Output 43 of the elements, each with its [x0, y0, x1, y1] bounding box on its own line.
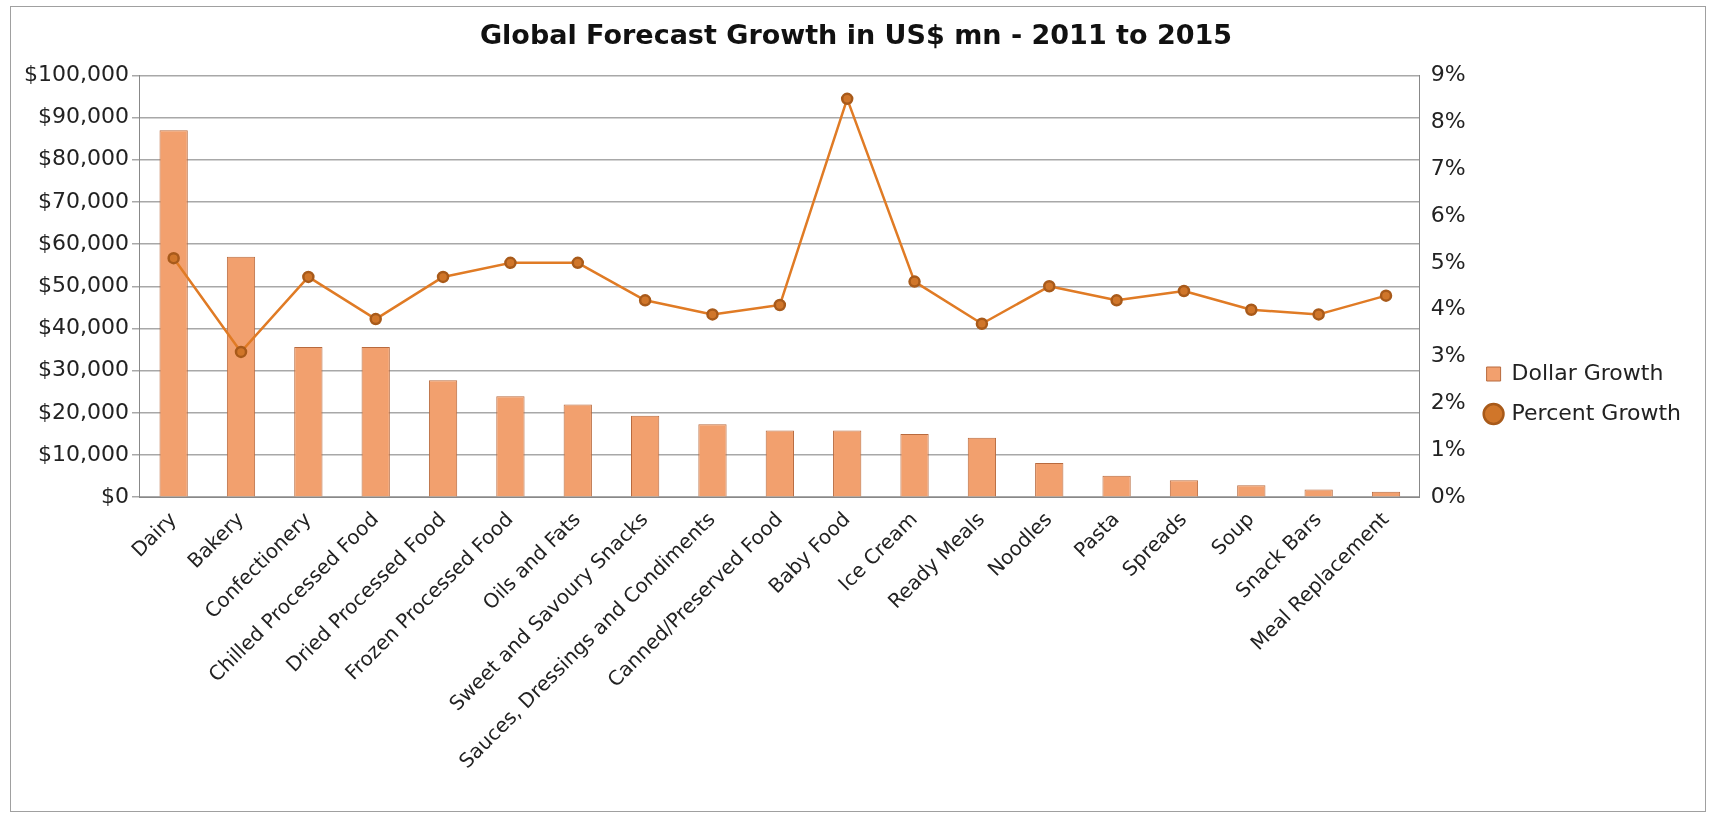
y2-tick-label: 4%: [1430, 295, 1466, 321]
point: [638, 294, 652, 307]
legend-label: Percent Growth: [1511, 399, 1681, 425]
y-tick-label: $50,000: [37, 272, 129, 298]
point: [436, 270, 450, 284]
point: [302, 270, 315, 284]
point: [167, 251, 180, 265]
y2-tick-label: 7%: [1430, 154, 1466, 180]
y2-tick-label: 2%: [1430, 389, 1466, 415]
point: [1043, 280, 1056, 293]
point: [706, 308, 719, 321]
point: [1379, 289, 1393, 302]
y-tick-label: $10,000: [37, 440, 129, 466]
y2-tick-label: 1%: [1430, 436, 1466, 462]
point: [234, 345, 248, 359]
legend-label: Dollar Growth: [1511, 359, 1664, 385]
point: [1312, 308, 1325, 321]
chart-title: Global Forecast Growth in US$ mn - 2011 to 2015: [479, 19, 1233, 51]
point: [1177, 284, 1191, 298]
point: [1245, 303, 1258, 316]
y-tick-label: $100,000: [23, 61, 129, 87]
point: [840, 92, 854, 106]
y2-tick-label: 0%: [1430, 482, 1466, 508]
y2-tick-label: 5%: [1430, 248, 1466, 274]
y-tick-label: $0: [100, 482, 129, 508]
point: [369, 312, 382, 326]
point: [975, 317, 989, 331]
y2-tick-label: 6%: [1430, 201, 1466, 227]
point: [773, 298, 787, 312]
y2-tick-label: 9%: [1430, 61, 1466, 87]
y-tick-label: $90,000: [37, 103, 129, 129]
y-tick-label: $20,000: [37, 398, 129, 424]
y-tick-label: $60,000: [37, 229, 129, 255]
point: [571, 256, 585, 270]
y-tick-label: $40,000: [37, 314, 129, 340]
point: [908, 275, 921, 288]
y-tick-label: $30,000: [37, 356, 129, 382]
y-tick-label: $80,000: [37, 145, 129, 171]
point: [1110, 294, 1123, 307]
y2-tick-label: 8%: [1430, 107, 1466, 133]
y2-tick-label: 3%: [1430, 342, 1466, 368]
point: [504, 256, 517, 270]
y-tick-label: $70,000: [37, 187, 129, 213]
